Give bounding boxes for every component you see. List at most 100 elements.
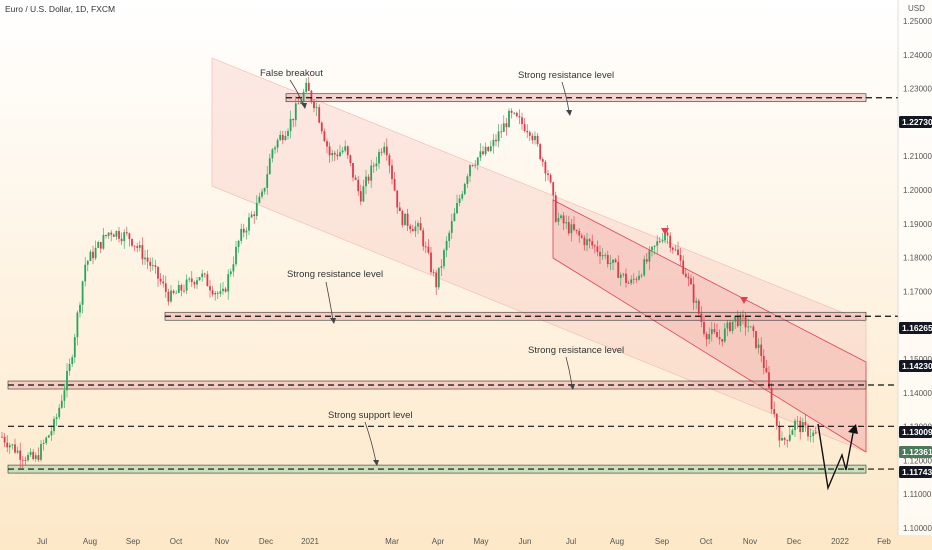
candle-body [448, 232, 451, 241]
candle-body [534, 135, 536, 141]
x-tick-label: 2021 [301, 537, 319, 546]
candle-body [123, 232, 126, 242]
candle-body [398, 207, 401, 212]
y-tick-label: 1.10000 [903, 524, 932, 533]
candle-body [671, 247, 674, 250]
candle-body [266, 174, 269, 188]
candle-body [6, 442, 9, 448]
x-tick-label: Mar [385, 537, 399, 546]
candle-body [591, 241, 594, 246]
candle-body [708, 334, 711, 340]
candle-body [651, 246, 653, 251]
candle-body [45, 437, 48, 444]
candle-body [383, 146, 386, 153]
candle-body [427, 246, 430, 253]
x-tick-label: May [473, 537, 488, 546]
candle-body [105, 235, 107, 237]
candle-body [53, 418, 55, 432]
candle-body [112, 234, 115, 237]
candle-body [697, 300, 700, 314]
arrow-resistance-top [561, 81, 570, 113]
candle-body [502, 123, 505, 132]
candle-body [58, 407, 61, 418]
candle-body [151, 265, 154, 267]
y-tick-label: 1.12000 [903, 456, 932, 465]
price-tag [899, 322, 932, 334]
candle-body [557, 217, 560, 222]
candle-body [775, 413, 778, 426]
candle-body [60, 400, 63, 408]
price-tag [899, 426, 932, 438]
candle-body [466, 176, 469, 185]
candle-body [786, 439, 789, 441]
candle-body [586, 239, 588, 246]
candle-body [622, 273, 625, 275]
candle-body [794, 420, 796, 431]
annotation-strong-support: Strong support level [328, 410, 413, 421]
candle-body [201, 273, 204, 278]
candle-body [726, 322, 729, 329]
candle-body [73, 337, 76, 358]
candle-body [508, 110, 510, 128]
arrowhead-resistance-low [569, 384, 575, 390]
annotation-strong-resistance-mid: Strong resistance level [287, 269, 383, 280]
candle-body [635, 278, 638, 280]
price-tag [899, 446, 932, 458]
candle-body [131, 239, 133, 246]
y-tick-label: 1.23000 [903, 85, 932, 94]
candle-body [471, 165, 474, 166]
candle-body [240, 228, 243, 241]
candle-body [656, 241, 659, 246]
x-tick-label: Aug [83, 537, 97, 546]
candle-body [749, 326, 752, 328]
candle-body [632, 278, 635, 280]
candle-body [619, 274, 622, 278]
candle-body [487, 146, 490, 151]
candle-body [305, 82, 308, 92]
candle-body [588, 239, 591, 242]
x-tick-label: Oct [700, 537, 713, 546]
candle-body [175, 292, 178, 294]
candle-body [580, 235, 583, 238]
candle-body [716, 332, 718, 338]
candle-body [245, 230, 248, 233]
candle-body [721, 339, 724, 342]
candle-body [742, 314, 744, 318]
candle-body [352, 162, 354, 178]
candle-body [497, 131, 500, 142]
candle-body [492, 139, 495, 147]
candle-body [21, 459, 24, 461]
red-arrow-marker-nov [740, 297, 748, 304]
candle-body [713, 329, 716, 333]
candle-body [669, 235, 672, 248]
candle-body [661, 240, 664, 242]
arrow-support [364, 421, 377, 463]
candle-body [157, 266, 159, 279]
y-tick-label: 1.11000 [903, 490, 932, 499]
candle-body [19, 450, 22, 460]
x-tick-label: Dec [259, 537, 273, 546]
candle-body [258, 196, 261, 203]
x-tick-label: Apr [432, 537, 445, 546]
candle-body [279, 134, 282, 141]
candle-body [229, 271, 232, 275]
candle-body [375, 163, 378, 167]
candle-body [297, 103, 300, 105]
candle-body [185, 279, 188, 291]
candle-body [539, 144, 542, 160]
candle-body [604, 255, 607, 256]
candle-body [565, 222, 568, 224]
candle-body [79, 304, 81, 313]
candle-body [102, 235, 105, 249]
candle-body [773, 409, 776, 414]
candle-body [66, 370, 68, 391]
candle-body [315, 107, 318, 109]
candle-body [573, 224, 575, 230]
price-tag [899, 360, 932, 372]
candle-body [237, 240, 240, 247]
y-tick-label: 1.19000 [903, 220, 932, 229]
candle-body [268, 158, 271, 175]
candle-body [443, 250, 445, 267]
candle-body [723, 328, 726, 342]
